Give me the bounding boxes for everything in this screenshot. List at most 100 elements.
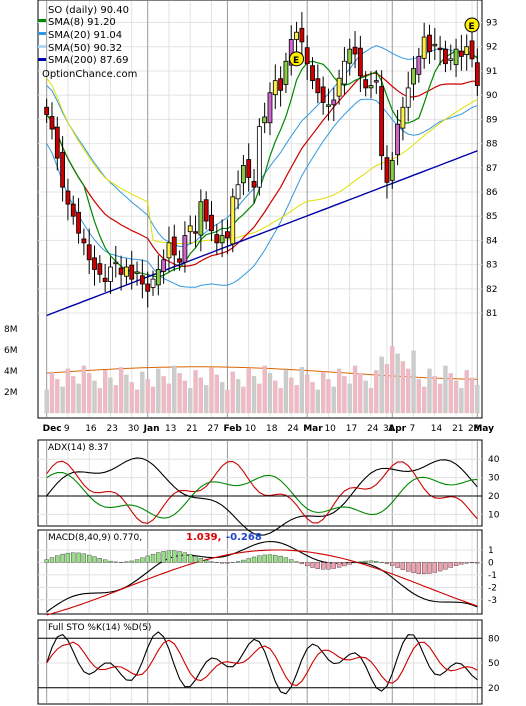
candle-body [193, 231, 198, 234]
candle-body [363, 79, 369, 89]
volume-bar [390, 346, 395, 414]
macd-hist-bar [289, 559, 294, 563]
volume-bar [448, 373, 453, 414]
volume-bar [411, 350, 416, 414]
candle-body [134, 271, 140, 274]
candle-body [86, 244, 92, 261]
sma8-line [46, 50, 478, 278]
candle-body [310, 65, 315, 82]
volume-bar [347, 383, 352, 414]
candle-body [60, 151, 66, 188]
indicator-tick-label: 50 [488, 659, 500, 669]
volume-bar [60, 386, 65, 414]
macd-hist-bar [411, 562, 416, 573]
candle-body [474, 62, 480, 86]
candle-body [458, 50, 464, 57]
price-panel [38, 1, 482, 703]
candle-body [272, 80, 278, 96]
candle-body [256, 126, 262, 188]
macd-hist-bar [374, 561, 379, 563]
candle-body [214, 234, 220, 244]
volume-bar [71, 376, 76, 414]
earnings-marker [289, 51, 305, 67]
candle-body [352, 46, 358, 55]
volume-bar [150, 386, 156, 414]
earnings-marker-label: E [293, 56, 299, 66]
volume-bar [315, 389, 320, 414]
candle-body [182, 235, 188, 263]
volume-bar [283, 370, 289, 414]
date-tick-label: Mar [303, 424, 323, 434]
candle-body [411, 68, 416, 85]
volume-bar [422, 386, 427, 414]
volume-bar [453, 380, 459, 414]
candle-body [389, 160, 395, 181]
volume-bar [235, 379, 241, 414]
candle-body [225, 231, 230, 239]
candle-body [400, 106, 406, 129]
volume-average [46, 366, 478, 380]
indicator-tick-label: 20 [488, 492, 500, 502]
volume-bar [134, 389, 140, 414]
volume-bar [326, 379, 331, 414]
macd-hist-bar [416, 562, 422, 574]
volume-bar [427, 368, 432, 414]
candle-body [65, 190, 71, 205]
volume-bar [188, 388, 193, 414]
candle-body [326, 104, 331, 107]
volume-bar [44, 389, 49, 414]
candle-body [469, 40, 475, 60]
volume-bar [379, 356, 384, 414]
macd-hist-bar [49, 557, 55, 563]
candle-body [379, 86, 385, 157]
macd-hist-bar [113, 561, 118, 563]
candle-body [166, 242, 172, 259]
volume-bar [267, 373, 273, 414]
macd-hist-bar [336, 562, 342, 568]
candle-body [97, 263, 103, 275]
volume-bar [406, 368, 411, 414]
date-tick-label: Jan [143, 424, 160, 434]
candle-body [432, 43, 438, 47]
volume-bar [145, 379, 150, 414]
macd-hist-bar [246, 558, 251, 563]
volume-bar [87, 373, 92, 414]
plus-di-line [46, 460, 478, 524]
macd-hist-bar [459, 562, 464, 565]
macd-hist-bar [166, 550, 172, 563]
macd-hist-bar [437, 562, 443, 572]
volume-bar [262, 365, 267, 414]
macd-hist-bar [331, 562, 336, 569]
macd-hist-bar [427, 562, 432, 574]
date-tick-label: 13 [165, 424, 176, 434]
volume-bar [161, 376, 166, 414]
volume-bar [246, 368, 251, 414]
volume-bar [352, 365, 358, 414]
macd-hist-bar [278, 555, 283, 563]
indicator-tick-label: 10 [488, 510, 500, 520]
date-tick-label: 24 [287, 424, 299, 434]
sto-label: Full STO %K(14) %D(5) [48, 623, 151, 633]
candle-body [405, 87, 411, 108]
candle-body [416, 56, 422, 75]
macd-hist-bar [235, 561, 241, 563]
volume-bar [204, 385, 209, 414]
volume-bar [177, 373, 182, 414]
macd-hist-bar [326, 562, 331, 570]
sma50-line [46, 77, 478, 245]
date-tick-label: 23 [106, 424, 117, 434]
macd-hist-bar [55, 555, 60, 563]
volume-bar [219, 382, 225, 414]
macd-hist-bar [453, 562, 459, 566]
candle-body [262, 116, 268, 124]
date-tick-label: May [473, 424, 494, 434]
volume-bar [81, 365, 87, 414]
macd-hist-bar [188, 554, 193, 563]
volume-tick-label: 8M [4, 325, 18, 335]
candle-body [113, 261, 119, 265]
sma50-legend-swatch [38, 45, 46, 48]
date-tick-label: 27 [207, 424, 218, 434]
date-axis: Dec 9 16 23 30 Jan 13 21 27 Feb 10 18 24 Mar 10 17 24 31A… [43, 424, 494, 434]
macd-hist-bar [310, 562, 315, 568]
sma20-legend: SMA(20) 91.04 [48, 30, 122, 41]
